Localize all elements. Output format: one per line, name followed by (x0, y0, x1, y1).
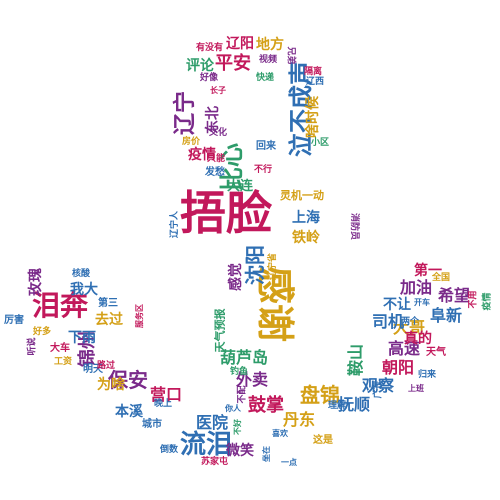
word: 消防员 (349, 212, 360, 241)
word: 高速 (388, 339, 421, 358)
word: 阜新 (430, 306, 463, 325)
word: 捂脸 (180, 186, 272, 240)
word: 不让 (383, 297, 411, 313)
word: 听说 (27, 337, 38, 356)
word: 归来 (418, 370, 437, 380)
word: 鞍山 (346, 343, 366, 377)
word: 地方 (256, 37, 284, 53)
word: 第一 (414, 263, 442, 279)
word: 泪奔 (32, 289, 89, 322)
word: 大车 (50, 343, 70, 354)
word: 明天 (83, 364, 103, 375)
word: 第三 (98, 298, 118, 309)
word: 大哥 (393, 318, 426, 337)
word: 不配 (237, 385, 248, 404)
word: 好像 (200, 73, 219, 83)
word: 一点 (281, 458, 297, 467)
word: 保安 (108, 368, 148, 392)
word: 本溪 (115, 404, 143, 420)
word: 你人 (225, 404, 241, 413)
word: 营口 (150, 385, 183, 404)
word: 下雨 (68, 330, 96, 346)
word: 工资 (54, 357, 73, 367)
word: 观察 (362, 376, 395, 395)
word: 回来 (256, 141, 276, 152)
word: 平安 (215, 53, 251, 74)
word: 理解 (328, 401, 347, 411)
word: 天气 (426, 347, 446, 358)
word: 好多 (33, 327, 52, 337)
word: 疫情 (482, 292, 493, 311)
word: 全国 (432, 273, 451, 283)
word: 疫情 (188, 147, 216, 163)
word: 天气预报 (213, 308, 227, 353)
word: 不行 (254, 165, 273, 175)
word: 两个 (401, 317, 420, 327)
word: 大连 (227, 179, 254, 194)
word: 文化 (209, 128, 228, 138)
word: 评论 (186, 58, 214, 74)
word: 盘锦 (300, 383, 340, 407)
word: 苏家屯 (201, 457, 229, 467)
word: 不好 (233, 419, 242, 435)
word: 辽宁省 (268, 252, 279, 281)
word: 感觉 (228, 263, 244, 291)
word: 视频 (259, 55, 278, 65)
word: 广东 (373, 380, 384, 399)
word: 希望 (438, 286, 471, 305)
word: 长子 (210, 86, 226, 95)
word: 城市 (142, 419, 162, 430)
word: 坐在 (262, 446, 271, 462)
word: 为啥 (97, 377, 125, 393)
word: 抚顺 (338, 395, 371, 414)
word: 流泪 (180, 430, 233, 460)
word: 不用 (468, 290, 479, 309)
word: 喜欢 (272, 429, 288, 438)
word: 司机 (372, 312, 405, 331)
word: 上海 (292, 210, 320, 226)
word: 医院 (196, 413, 229, 432)
word: 辽西 (306, 77, 325, 87)
word: 外卖 (236, 370, 269, 389)
word: 倒数 (160, 445, 179, 455)
word: 晚上 (154, 399, 173, 409)
word: 丹东 (283, 410, 316, 429)
word: 灵机一动 (280, 189, 324, 202)
word: 核酸 (72, 269, 91, 279)
word: 去过 (95, 312, 123, 328)
word: 厉害 (4, 315, 24, 326)
word: 房价 (182, 137, 201, 147)
word: 我大 (70, 282, 98, 298)
word: 辽宁人 (170, 210, 181, 239)
word: 玫瑰 (28, 268, 44, 296)
word: 啥时候 (305, 96, 321, 138)
word: 真的 (404, 331, 432, 347)
word: 葫芦岛 (220, 348, 269, 367)
word: 沈阳 (243, 245, 267, 285)
word: 辽宁 (173, 90, 199, 136)
word: 鼓掌 (248, 395, 284, 416)
word: 加油 (400, 278, 433, 297)
word: 朝阳 (382, 358, 415, 377)
word: 辽阳 (226, 36, 254, 52)
word: 兄弟 (285, 46, 296, 65)
word: 上班 (408, 384, 424, 393)
word: 微笑 (226, 443, 254, 459)
word: 钓鱼 (230, 367, 249, 377)
word: 开车 (414, 298, 430, 307)
word: 只能 (207, 154, 226, 164)
word: 快递 (256, 73, 275, 83)
word: 发愁 (205, 167, 225, 178)
word: 有没有 (196, 43, 224, 53)
word: 路过 (97, 361, 116, 371)
word: 铁岭 (292, 230, 320, 246)
word: 这是 (313, 435, 333, 446)
word: 小区 (311, 138, 330, 148)
word: 隔离 (304, 67, 323, 77)
word: 服务区 (135, 304, 144, 328)
